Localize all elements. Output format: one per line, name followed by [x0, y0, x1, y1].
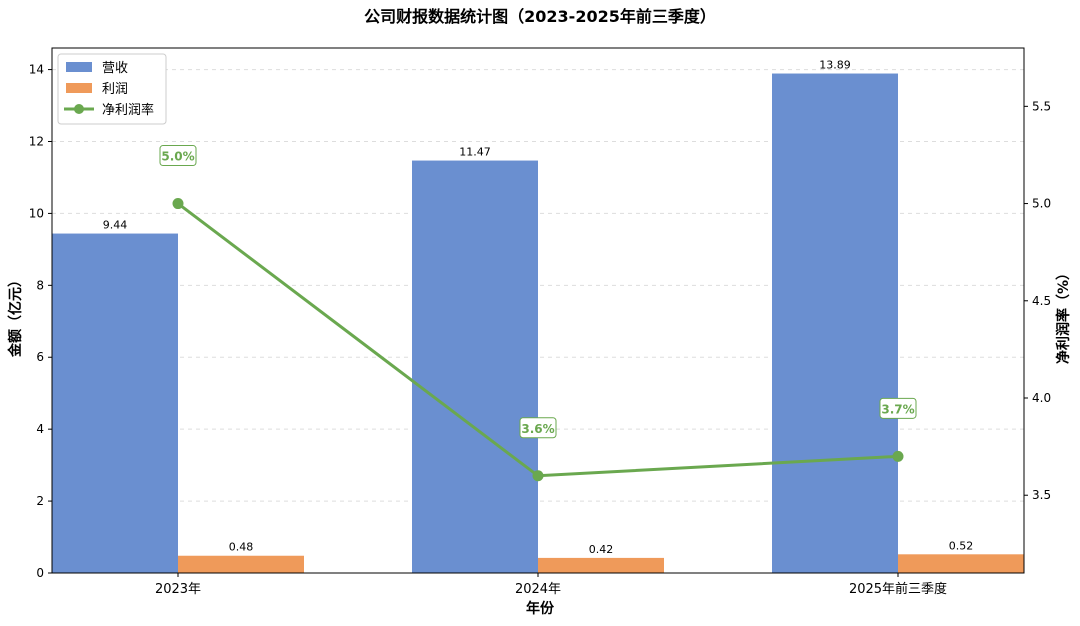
y-axis-title: 金额（亿元）: [7, 273, 24, 358]
rate-point: [892, 450, 904, 462]
profit-bar: [178, 555, 304, 573]
revenue-bar-label: 13.89: [819, 59, 851, 72]
y-tick-label: 8: [36, 278, 44, 292]
legend-swatch: [66, 62, 92, 72]
x-tick-label: 2025年前三季度: [849, 581, 947, 597]
y-tick-label: 14: [29, 63, 44, 77]
legend-marker: [74, 104, 84, 114]
y2-tick-label: 4.5: [1032, 294, 1051, 308]
y-tick-label: 2: [36, 494, 44, 508]
y2-axis-title: 净利润率（%）: [1055, 266, 1072, 364]
rate-label-box: [519, 417, 557, 439]
y-tick-label: 4: [36, 422, 44, 436]
rate-label: 5.0%: [161, 150, 194, 164]
revenue-bar: [412, 160, 538, 573]
rate-label-box: [879, 397, 917, 419]
rate-label-box: [159, 145, 197, 167]
x-axis-title: 年份: [526, 600, 555, 617]
legend-swatch: [66, 83, 92, 93]
rate-line: 5.0% 3.6% 3.7%: [159, 145, 917, 482]
revenue-bar-label: 9.44: [103, 219, 128, 232]
x-axis-ticks: 2023年 2024年 2025年前三季度: [155, 573, 947, 597]
y-tick-label: 0: [36, 566, 44, 580]
bars: 9.44 11.47 13.89 0.48 0.42 0.52: [52, 59, 1024, 573]
profit-bar-label: 0.42: [589, 543, 614, 556]
rate-label: 3.7%: [881, 402, 914, 416]
profit-bar-label: 0.52: [949, 539, 974, 552]
rate-point: [532, 470, 544, 482]
y-tick-label: 12: [29, 134, 44, 148]
y-tick-label: 6: [36, 350, 44, 364]
x-tick-label: 2024年: [515, 582, 561, 597]
y2-axis-ticks: 3.5 4.0 4.5 5.0 5.5: [1024, 99, 1051, 502]
revenue-bar: [52, 233, 178, 573]
legend-label: 营收: [102, 61, 128, 76]
legend-label: 利润: [102, 82, 128, 97]
chart-title: 公司财报数据统计图（2023-2025年前三季度）: [364, 7, 716, 26]
y2-tick-label: 4.0: [1032, 391, 1051, 405]
profit-bar: [538, 557, 664, 573]
y-tick-label: 10: [29, 206, 44, 220]
revenue-bar-label: 11.47: [459, 146, 491, 159]
y2-tick-label: 5.5: [1032, 99, 1051, 113]
y-axis-ticks: 0 2 4 6 8 10 12 14: [29, 63, 52, 580]
x-tick-label: 2023年: [155, 582, 201, 597]
profit-bar-label: 0.48: [229, 541, 254, 554]
y2-tick-label: 3.5: [1032, 488, 1051, 502]
rate-point: [172, 198, 184, 210]
profit-bar: [898, 554, 1024, 573]
y2-tick-label: 5.0: [1032, 197, 1051, 211]
revenue-bar: [772, 73, 898, 573]
rate-label: 3.6%: [521, 422, 554, 436]
legend-label: 净利润率: [102, 102, 154, 118]
